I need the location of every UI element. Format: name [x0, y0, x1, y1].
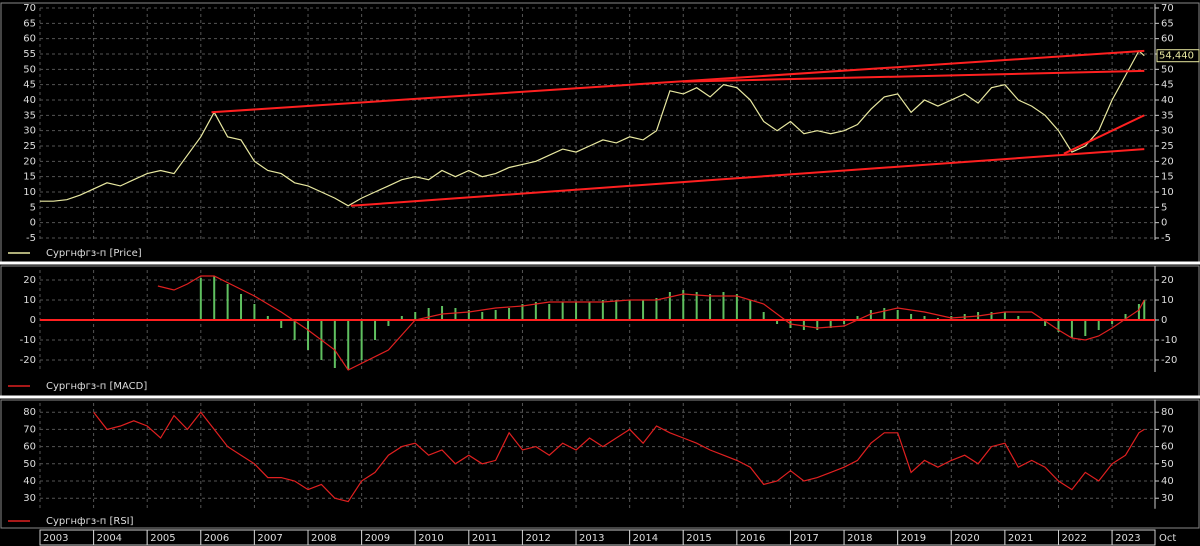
y2-tick-label: 60	[1161, 442, 1174, 453]
legend-label: Сургнфгз-п [RSI]	[46, 516, 134, 527]
x-tick-label: 2007	[257, 533, 282, 544]
price-line	[93, 411, 1145, 503]
y2-tick-label: 20	[1161, 275, 1174, 286]
y-tick-label: 80	[23, 407, 36, 418]
y2-tick-label: 35	[1161, 110, 1174, 121]
x-tick-label: 2023	[1115, 533, 1140, 544]
y-tick-label: 50	[23, 459, 36, 470]
y2-tick-label: 40	[1161, 95, 1174, 106]
y-tick-label: 15	[23, 172, 36, 183]
x-tick-label: 2020	[954, 533, 979, 544]
y2-tick-label: 50	[1161, 64, 1174, 75]
y2-tick-label: -5	[1161, 233, 1171, 244]
y-tick-label: 45	[23, 80, 36, 91]
x-tick-box	[1111, 529, 1156, 546]
last-value-label: 54,440	[1159, 51, 1194, 62]
y-tick-label: 65	[23, 18, 36, 29]
y2-tick-label: 70	[1161, 3, 1174, 14]
y2-tick-label: 30	[1161, 493, 1174, 504]
y2-tick-label: 20	[1161, 156, 1174, 167]
y-tick-label: 35	[23, 110, 36, 121]
y2-tick-label: -10	[1161, 335, 1177, 346]
y-tick-label: 70	[23, 424, 36, 435]
x-tick-label: 2004	[97, 533, 122, 544]
y2-tick-label: 45	[1161, 80, 1174, 91]
x-tick-label: 2017	[793, 533, 818, 544]
y2-tick-label: 50	[1161, 459, 1174, 470]
x-tick-label: 2015	[686, 533, 711, 544]
x-tick-label: 2021	[1008, 533, 1033, 544]
y-tick-label: 30	[23, 126, 36, 137]
y2-tick-label: 70	[1161, 424, 1174, 435]
y-tick-label: -5	[26, 233, 36, 244]
y-tick-label: -20	[20, 355, 36, 366]
x-tick-label: 2022	[1062, 533, 1087, 544]
x-tick-label: 2009	[365, 533, 390, 544]
trend-line	[1063, 114, 1145, 155]
y-tick-label: 30	[23, 493, 36, 504]
x-tick-label: 2006	[204, 533, 229, 544]
y-tick-label: 0	[30, 218, 36, 229]
y-tick-label: 10	[23, 295, 36, 306]
y-tick-label: 25	[23, 141, 36, 152]
y2-tick-label: 80	[1161, 407, 1174, 418]
y2-tick-label: 5	[1161, 202, 1167, 213]
y2-tick-label: 25	[1161, 141, 1174, 152]
y-tick-label: 40	[23, 95, 36, 106]
legend-label: Сургнфгз-п [Price]	[46, 248, 142, 259]
y2-tick-label: -20	[1161, 355, 1177, 366]
y-tick-label: 50	[23, 64, 36, 75]
x-tick-label: 2010	[418, 533, 443, 544]
x-tick-label: 2003	[43, 533, 68, 544]
y2-tick-label: 30	[1161, 126, 1174, 137]
x-tick-label: 2012	[525, 533, 550, 544]
x-tick-label: 2019	[901, 533, 926, 544]
x-tick-label: 2016	[740, 533, 765, 544]
y-tick-label: 55	[23, 49, 36, 60]
x-tick-label: 2018	[847, 533, 872, 544]
x-end-label: Oct	[1159, 533, 1176, 544]
y-tick-label: 70	[23, 3, 36, 14]
y-tick-label: 0	[30, 315, 36, 326]
x-tick-label: 2013	[579, 533, 604, 544]
y2-tick-label: 15	[1161, 172, 1174, 183]
y2-tick-label: 0	[1161, 218, 1167, 229]
trend-line	[683, 69, 1145, 83]
trend-line	[350, 148, 1145, 207]
trend-line	[211, 49, 1145, 114]
x-tick-label: 2011	[472, 533, 497, 544]
y2-tick-label: 65	[1161, 18, 1174, 29]
y2-tick-label: 10	[1161, 295, 1174, 306]
last-value-box	[1156, 49, 1200, 63]
y-tick-label: 40	[23, 476, 36, 487]
x-tick-label: 2005	[150, 533, 175, 544]
y2-tick-label: 0	[1161, 315, 1167, 326]
y-tick-label: 5	[30, 202, 36, 213]
y-tick-label: 20	[23, 275, 36, 286]
y-tick-label: -10	[20, 335, 36, 346]
x-tick-label: 2014	[633, 533, 658, 544]
y2-tick-label: 60	[1161, 34, 1174, 45]
y-tick-label: 60	[23, 442, 36, 453]
macd-line	[157, 275, 1145, 371]
y-tick-label: 20	[23, 156, 36, 167]
y-tick-label: 60	[23, 34, 36, 45]
price-line	[40, 49, 1145, 207]
x-tick-label: 2008	[311, 533, 336, 544]
legend-label: Сургнфгз-п [MACD]	[46, 381, 147, 392]
y2-tick-label: 10	[1161, 187, 1174, 198]
panel-frame	[0, 399, 1200, 529]
y-tick-label: 10	[23, 187, 36, 198]
y2-tick-label: 40	[1161, 476, 1174, 487]
